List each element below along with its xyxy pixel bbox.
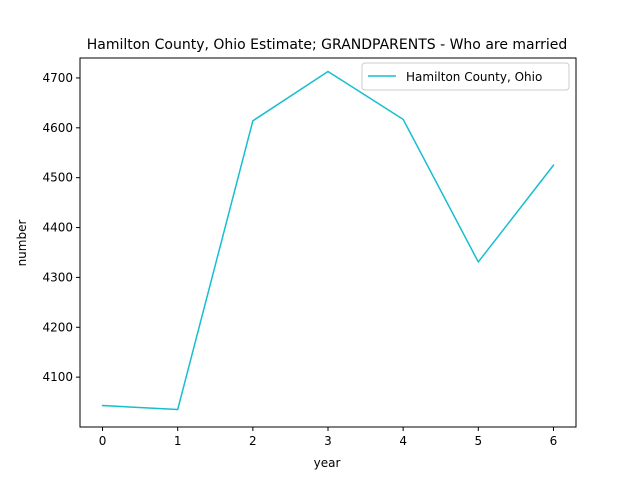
x-tick-label: 5	[474, 434, 482, 448]
y-tick-label: 4400	[42, 221, 73, 235]
x-tick-label: 0	[99, 434, 107, 448]
legend-label: Hamilton County, Ohio	[406, 70, 542, 84]
y-axis-ticks: 4100 4200 4300 4400 4500 4600 4700	[42, 71, 80, 384]
series-line-0	[103, 71, 554, 409]
legend: Hamilton County, Ohio	[362, 63, 569, 90]
y-tick-label: 4700	[42, 71, 73, 85]
x-axis-ticks: 0 1 2 3 4 5 6	[99, 427, 558, 448]
plot-frame	[80, 58, 576, 427]
x-tick-label: 4	[399, 434, 407, 448]
y-tick-label: 4300	[42, 270, 73, 284]
y-axis-label: number	[15, 220, 29, 267]
x-tick-label: 6	[550, 434, 558, 448]
plot-area	[80, 58, 576, 427]
x-tick-label: 3	[324, 434, 332, 448]
y-tick-label: 4600	[42, 121, 73, 135]
chart-title: Hamilton County, Ohio Estimate; GRANDPAR…	[87, 37, 568, 53]
x-tick-label: 1	[174, 434, 182, 448]
x-tick-label: 2	[249, 434, 257, 448]
x-axis-label: year	[314, 456, 341, 470]
y-tick-label: 4100	[42, 370, 73, 384]
y-tick-label: 4500	[42, 171, 73, 185]
y-tick-label: 4200	[42, 320, 73, 334]
